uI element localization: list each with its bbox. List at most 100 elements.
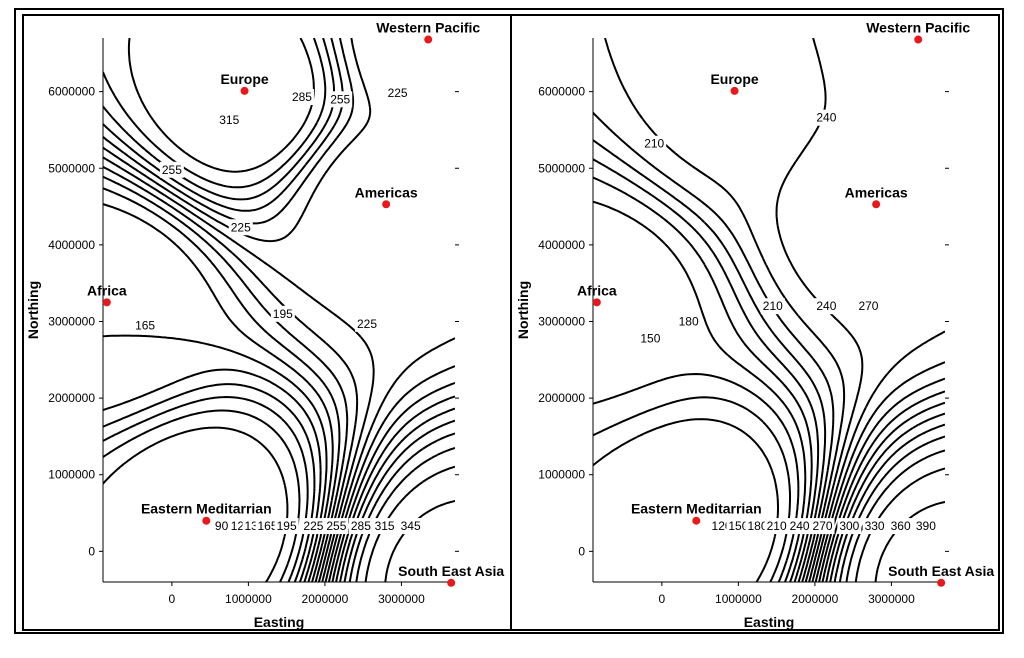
contour-label-bg (760, 298, 785, 315)
contour-label-bg (217, 111, 242, 128)
contour-label-bg (255, 518, 280, 535)
contour-label-bg (726, 518, 751, 535)
contour-label-bg (810, 518, 835, 535)
x-tick-label: 2000000 (302, 592, 349, 606)
y-tick-label: 2000000 (48, 391, 95, 405)
station-label: Western Pacific (376, 20, 480, 36)
contour-line-225 (103, 156, 375, 582)
y-axis-title: Northing (25, 281, 41, 339)
x-tick-label: 1000000 (225, 592, 272, 606)
station-marker (937, 578, 946, 587)
station-label: Americas (355, 184, 418, 200)
contour-label: 210 (644, 137, 664, 151)
station-marker (447, 578, 456, 587)
contour-line-75 (103, 426, 289, 582)
x-tick-label: 0 (169, 592, 176, 606)
contour-label-bg (913, 518, 938, 535)
contour-label: 300 (839, 519, 859, 533)
station-label: Western Pacific (866, 20, 970, 36)
contour-label-bg (159, 161, 184, 178)
contour-line-255 (103, 38, 455, 582)
station-label: Eastern Meditarrian (141, 501, 272, 517)
contour-label-bg (745, 518, 770, 535)
contour-line-300 (821, 390, 945, 582)
contour-label: 210 (763, 299, 783, 313)
contour-label: 90 (215, 519, 229, 533)
y-tick-label: 3000000 (538, 314, 585, 328)
contour-line-120 (103, 383, 316, 582)
contour-label-bg (301, 518, 326, 535)
contour-label: 195 (273, 307, 293, 321)
contour-label-bg (888, 518, 913, 535)
station-label: Africa (87, 282, 127, 298)
contour-label-bg (372, 518, 397, 535)
contour-label: 345 (401, 519, 421, 533)
station-marker (102, 298, 111, 307)
y-tick-label: 0 (578, 544, 585, 558)
contour-label: 150 (728, 519, 748, 533)
y-tick-label: 2000000 (538, 391, 585, 405)
contour-label: 240 (816, 111, 836, 125)
x-axis-title: Easting (744, 614, 795, 630)
contour-label-bg (862, 518, 887, 535)
x-tick-label: 1000000 (715, 592, 762, 606)
y-tick-label: 1000000 (48, 468, 95, 482)
station-marker (202, 516, 211, 525)
contour-line-135 (593, 373, 800, 582)
station-marker (730, 86, 739, 95)
contour-label: 270 (813, 519, 833, 533)
y-tick-label: 0 (88, 544, 95, 558)
contour-label: 225 (231, 220, 251, 234)
contour-label: 360 (891, 519, 911, 533)
station-label: Europe (220, 71, 268, 87)
y-tick-label: 5000000 (48, 161, 95, 175)
contour-label: 165 (135, 318, 155, 332)
contour-line-360 (838, 435, 945, 582)
x-tick-label: 3000000 (378, 592, 425, 606)
station-label: Europe (710, 71, 758, 87)
contour-line-225 (604, 38, 846, 582)
contour-label-bg (328, 91, 353, 108)
y-tick-label: 6000000 (538, 85, 585, 99)
contour-label: 225 (357, 317, 377, 331)
contour-label: 225 (303, 519, 323, 533)
station-label: Africa (577, 282, 617, 298)
contour-label-bg (324, 518, 349, 535)
y-tick-label: 6000000 (48, 85, 95, 99)
contour-line-135 (103, 368, 322, 582)
station-marker (872, 200, 881, 209)
contour-line-105 (103, 396, 309, 582)
contour-label-bg (642, 135, 667, 152)
contour-line-270 (103, 38, 455, 582)
contour-label-bg (837, 518, 862, 535)
contour-label: 285 (351, 519, 371, 533)
contour-label-bg (209, 518, 234, 535)
x-tick-label: 3000000 (868, 592, 915, 606)
contour-label: 150 (640, 331, 660, 345)
axes: 0 1000000 2000000 3000000 0 1000000 2000000 300… (48, 38, 459, 606)
contour-label-bg (348, 518, 373, 535)
station-marker (914, 35, 923, 44)
station-marker (240, 86, 249, 95)
contour-line-345 (833, 423, 945, 582)
y-tick-label: 4000000 (48, 238, 95, 252)
contour-line-270 (814, 361, 945, 582)
contour-line-240 (775, 38, 864, 582)
contour-label-bg (814, 109, 839, 126)
station-label: South East Asia (398, 563, 504, 579)
contour-label: 180 (679, 314, 699, 328)
y-axis-title: Northing (515, 281, 531, 339)
station-marker (424, 35, 433, 44)
contour-label-bg (274, 518, 299, 535)
contour-label-bg (787, 518, 812, 535)
contour-label-bg (270, 305, 295, 322)
contour-line-105 (593, 418, 779, 582)
station-label: Americas (845, 184, 908, 200)
y-tick-label: 3000000 (48, 314, 95, 328)
contour-label-bg (856, 298, 881, 315)
contour-label: 315 (219, 113, 239, 127)
contour-label-bg (638, 330, 663, 347)
contour-label: 240 (816, 299, 836, 313)
